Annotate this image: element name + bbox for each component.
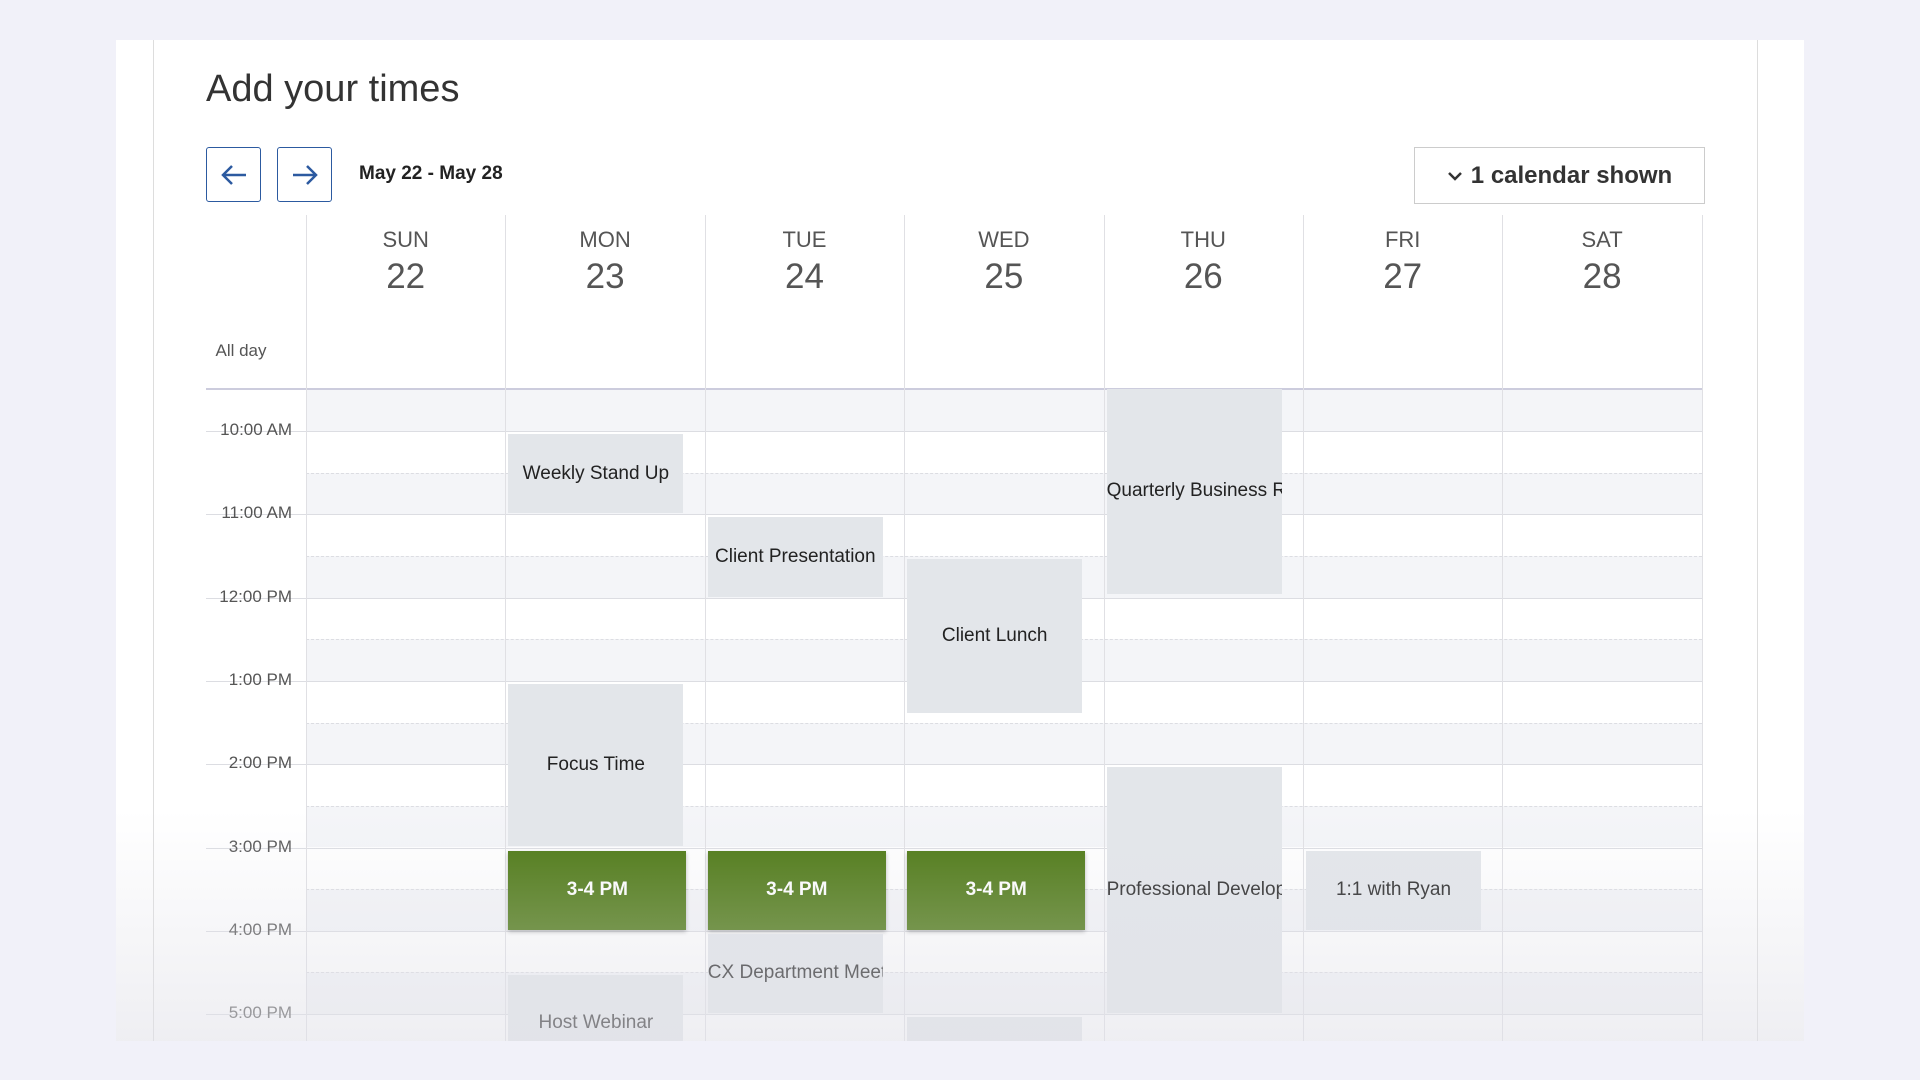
time-label: 12:00 PM: [219, 586, 292, 606]
day-name: FRI: [1384, 227, 1421, 252]
calendar-event: CX Department Meeting: [707, 933, 883, 1014]
time-label: 4:00 PM: [228, 919, 292, 939]
column-line: [1103, 215, 1105, 1041]
column-line: [704, 215, 706, 1041]
calendar-event: Client Lunch: [907, 558, 1083, 714]
half-hour-line: [306, 805, 1702, 807]
day-date: 27: [1383, 257, 1423, 296]
day-date: 26: [1183, 257, 1223, 296]
half-hour-line: [306, 972, 1702, 974]
calendar-event: Client Presentation: [707, 517, 883, 597]
calendar-event: [907, 1017, 1083, 1041]
card-border: [153, 40, 154, 1041]
day-name: SUN: [382, 227, 429, 252]
row-shade: [306, 389, 1702, 431]
column-line: [505, 215, 507, 1041]
calendar-event: 1:1 with Ryan: [1306, 850, 1481, 930]
arrow-right-icon: [292, 164, 318, 185]
day-date: 23: [585, 257, 625, 296]
day-header: SAT 28: [1502, 227, 1701, 297]
available-slot[interactable]: 3-4 PM: [707, 850, 886, 930]
available-slot[interactable]: 3-4 PM: [508, 850, 687, 930]
hour-line: [206, 764, 1702, 766]
day-name: SAT: [1581, 227, 1623, 252]
day-name: TUE: [782, 227, 827, 252]
day-date: 25: [984, 257, 1024, 296]
day-name: THU: [1180, 227, 1226, 252]
day-header: WED 25: [904, 227, 1103, 297]
time-label: 3:00 PM: [228, 836, 292, 856]
calendar-card: Add your times May 22 - May 28 1 calenda…: [116, 40, 1804, 1041]
calendar-event: Weekly Stand Up: [508, 434, 684, 514]
hour-line: [206, 847, 1702, 849]
hour-line: [206, 930, 1702, 932]
column-line: [1502, 215, 1504, 1041]
day-date: 24: [785, 257, 824, 296]
column-line: [306, 215, 307, 1041]
time-label: 5:00 PM: [228, 1003, 292, 1023]
calendar-toggle-label: 1 calendar shown: [1470, 161, 1673, 189]
half-hour-line: [306, 472, 1702, 474]
time-label: 11:00 AM: [221, 503, 292, 523]
day-date: 22: [386, 257, 426, 296]
week-grid: SUN 22 MON 23 TUE 24 WED 25 THU 26 FRI 27 SAT 28 All d…: [116, 40, 1804, 1041]
time-label: 2:00 PM: [228, 753, 292, 773]
column-line: [1303, 215, 1304, 1041]
time-label: 1:00 PM: [228, 669, 292, 689]
day-header: TUE 24: [705, 227, 904, 297]
column-line: [904, 215, 906, 1041]
day-header: SUN 22: [306, 227, 505, 297]
calendar-event: Host Webinar: [508, 975, 684, 1041]
hour-line: [206, 1014, 1702, 1016]
date-range: May 22 - May 28: [359, 163, 503, 184]
card-border: [1757, 40, 1758, 1041]
hour-line: [206, 431, 1702, 432]
day-header: THU 26: [1104, 227, 1303, 297]
half-hour-line: [306, 555, 1702, 557]
day-date: 28: [1582, 257, 1622, 296]
page-title: Add your times: [206, 68, 460, 110]
day-header: FRI 27: [1303, 227, 1502, 297]
day-name: MON: [579, 227, 631, 252]
calendar-event: Professional Development: [1106, 767, 1282, 1014]
half-hour-line: [306, 722, 1702, 724]
all-day-label: All day: [215, 341, 267, 360]
chevron-icon: [1447, 171, 1462, 181]
next-week-button[interactable]: [277, 147, 332, 202]
calendar-event: Quarterly Business Review: [1106, 389, 1282, 594]
available-slot[interactable]: 3-4 PM: [907, 850, 1086, 930]
day-name: WED: [978, 227, 1030, 252]
prev-week-button[interactable]: [206, 147, 261, 202]
calendar-event: Focus Time: [508, 683, 684, 847]
day-header: MON 23: [505, 227, 704, 297]
time-label: 10:00 AM: [220, 420, 292, 439]
hour-line: [206, 514, 1702, 516]
all-day-divider: [206, 388, 1702, 390]
calendar-toggle[interactable]: 1 calendar shown: [1414, 147, 1705, 204]
column-line: [1701, 215, 1703, 1041]
arrow-left-icon: [220, 164, 246, 185]
